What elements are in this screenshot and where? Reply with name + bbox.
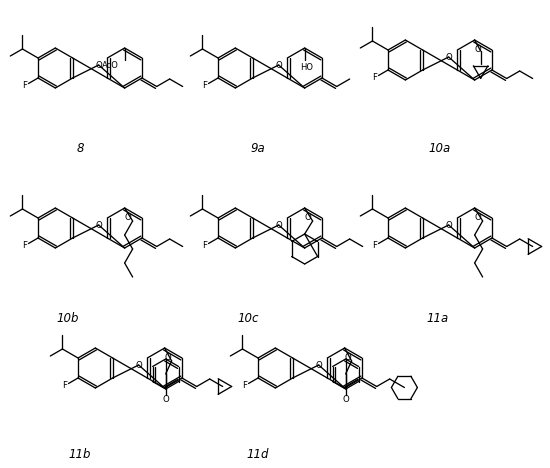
Text: O: O <box>162 395 169 403</box>
Text: 9a: 9a <box>251 141 265 154</box>
Text: F: F <box>62 381 67 390</box>
Text: F: F <box>21 241 27 250</box>
Text: 11b: 11b <box>69 448 91 461</box>
Text: F: F <box>241 381 247 390</box>
Text: 11d: 11d <box>247 448 270 461</box>
Text: O: O <box>124 212 131 221</box>
Text: F: F <box>202 81 207 90</box>
Text: O: O <box>276 220 282 229</box>
Text: HO: HO <box>300 63 313 72</box>
Text: O: O <box>315 360 322 370</box>
Text: F: F <box>202 241 207 250</box>
Text: AcO: AcO <box>102 60 119 70</box>
Text: O: O <box>342 395 349 403</box>
Text: F: F <box>372 73 377 82</box>
Text: 8: 8 <box>76 141 84 154</box>
Text: O: O <box>344 352 351 361</box>
Text: O: O <box>164 352 171 361</box>
Text: O: O <box>474 44 481 53</box>
Text: F: F <box>21 81 27 90</box>
Text: O: O <box>95 220 102 229</box>
Text: 10c: 10c <box>237 312 258 324</box>
Text: F: F <box>372 241 377 250</box>
Text: O: O <box>135 360 142 370</box>
Text: O: O <box>446 52 452 61</box>
Text: O: O <box>474 212 481 221</box>
Text: O: O <box>446 220 452 229</box>
Text: O: O <box>304 212 311 221</box>
Text: 10a: 10a <box>429 141 451 154</box>
Text: 11a: 11a <box>427 312 449 324</box>
Text: O: O <box>95 60 102 70</box>
Text: O: O <box>276 60 282 70</box>
Text: 10b: 10b <box>57 312 79 324</box>
